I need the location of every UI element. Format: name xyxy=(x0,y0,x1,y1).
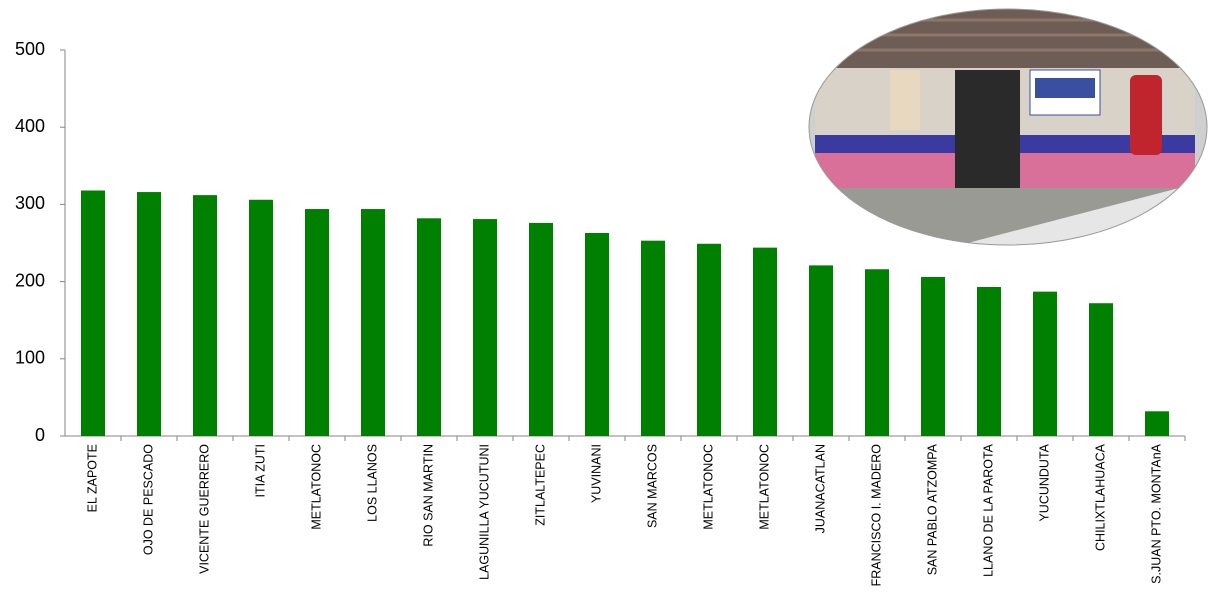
x-tick-label: S.JUAN PTO. MONTAnA xyxy=(1149,443,1163,584)
x-tick-label: VICENTE GUERRERO xyxy=(197,444,211,574)
y-tick-label: 500 xyxy=(15,39,45,59)
x-tick-label: METLATONOC xyxy=(309,444,323,530)
y-tick-label: 300 xyxy=(15,193,45,213)
bar xyxy=(585,232,609,436)
bar xyxy=(697,243,721,436)
x-tick-label: YUCUNDUTA xyxy=(1037,443,1051,521)
store-photo xyxy=(809,9,1207,245)
bar xyxy=(473,219,497,436)
y-tick-label: 200 xyxy=(15,270,45,290)
bar xyxy=(81,190,105,436)
bar xyxy=(641,240,665,436)
x-tick-label: METLATONOC xyxy=(757,444,771,530)
x-tick-label: EL ZAPOTE xyxy=(85,444,99,512)
bar xyxy=(361,209,385,436)
x-tick-label: LLANO DE LA PAROTA xyxy=(981,443,995,577)
bar xyxy=(865,269,889,436)
x-tick-label: FRANCISCO I. MADERO xyxy=(869,444,883,587)
y-tick-label: 100 xyxy=(15,348,45,368)
x-tick-label: SAN PABLO ATZOMPA xyxy=(925,443,939,575)
x-tick-label: YUVINANI xyxy=(589,444,603,503)
bar xyxy=(529,222,553,436)
x-tick-label: SAN MARCOS xyxy=(645,444,659,528)
bar xyxy=(753,247,777,436)
bar xyxy=(193,195,217,436)
bar xyxy=(137,192,161,436)
x-tick-label: METLATONOC xyxy=(701,444,715,530)
bar xyxy=(977,287,1001,436)
y-tick-label: 400 xyxy=(15,116,45,136)
x-tick-label: ITIA ZUTI xyxy=(253,444,267,497)
x-tick-label: JUANACATLAN xyxy=(813,444,827,533)
bar xyxy=(249,199,273,436)
x-tick-label: LAGUNILLA YUCUTUNI xyxy=(477,444,491,580)
bar xyxy=(809,265,833,436)
bar xyxy=(921,276,945,436)
bar xyxy=(1033,291,1057,436)
x-tick-label: OJO DE PESCADO xyxy=(141,444,155,555)
photo-frame xyxy=(808,8,1208,246)
x-tick-label: CHILIXTLAHUACA xyxy=(1093,443,1107,551)
bar xyxy=(1089,303,1113,436)
y-tick-label: 0 xyxy=(35,425,45,445)
bar xyxy=(1145,411,1169,436)
x-tick-label: LOS LLANOS xyxy=(365,444,379,522)
bar xyxy=(305,209,329,436)
x-tick-label: ZITLALTEPEC xyxy=(533,444,547,526)
bar xyxy=(417,218,441,436)
x-tick-label: RIO SAN MARTIN xyxy=(421,444,435,547)
